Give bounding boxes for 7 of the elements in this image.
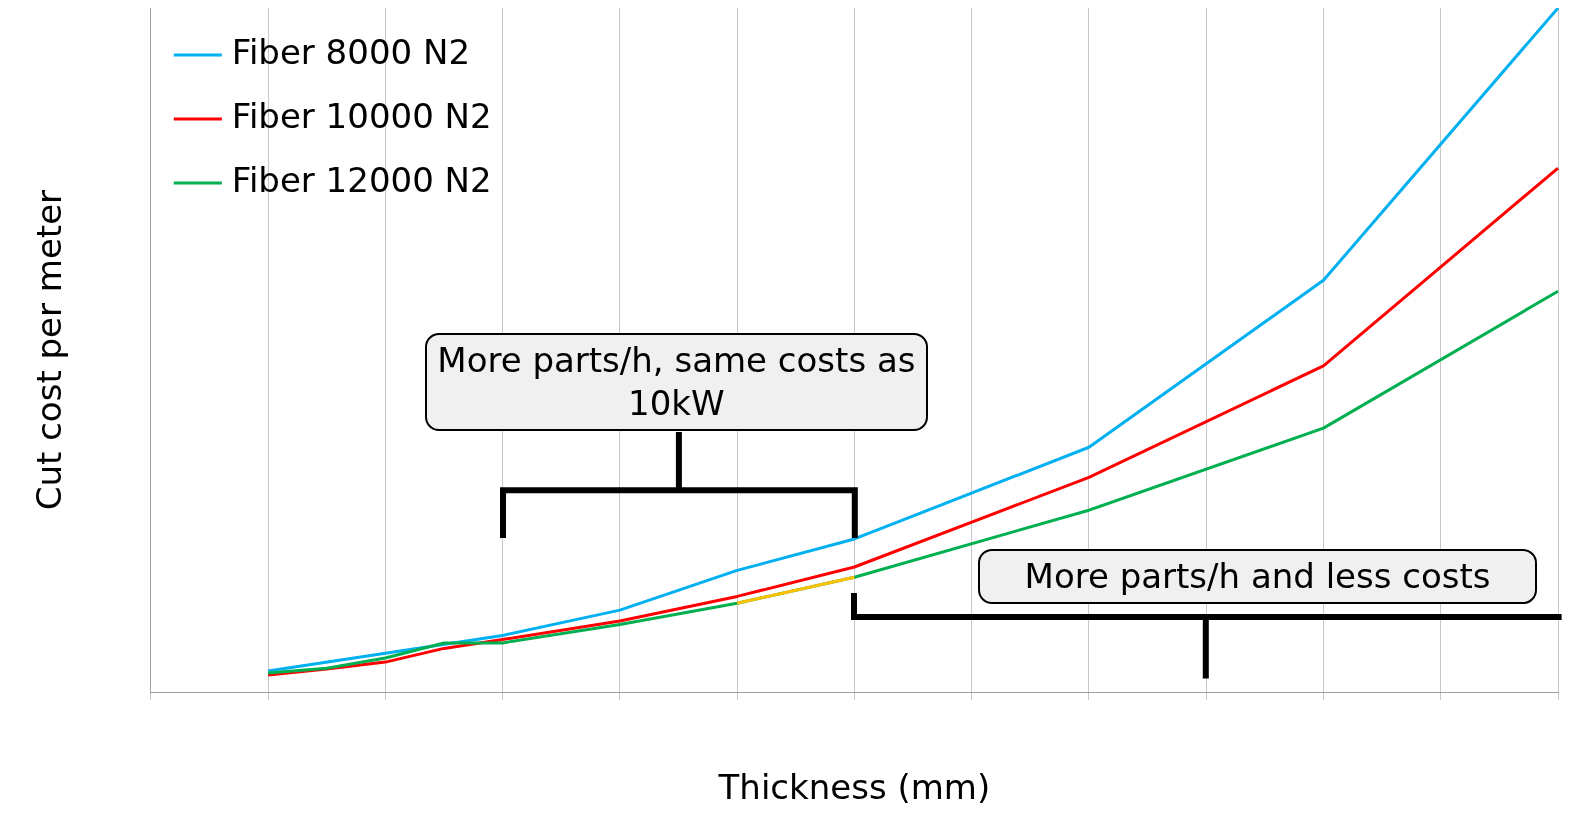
legend-label: Fiber 10000 N2 — [231, 95, 492, 136]
annotation: More parts/h and less costs — [978, 548, 1537, 604]
y-axis-title: Cut cost per meter — [29, 189, 70, 511]
legend-label: Fiber 12000 N2 — [231, 159, 492, 200]
annotation: More parts/h, same costs as 10kW — [425, 332, 928, 431]
x-axis-title: Thickness (mm) — [717, 767, 991, 808]
legend-label: Fiber 8000 N2 — [231, 31, 471, 72]
